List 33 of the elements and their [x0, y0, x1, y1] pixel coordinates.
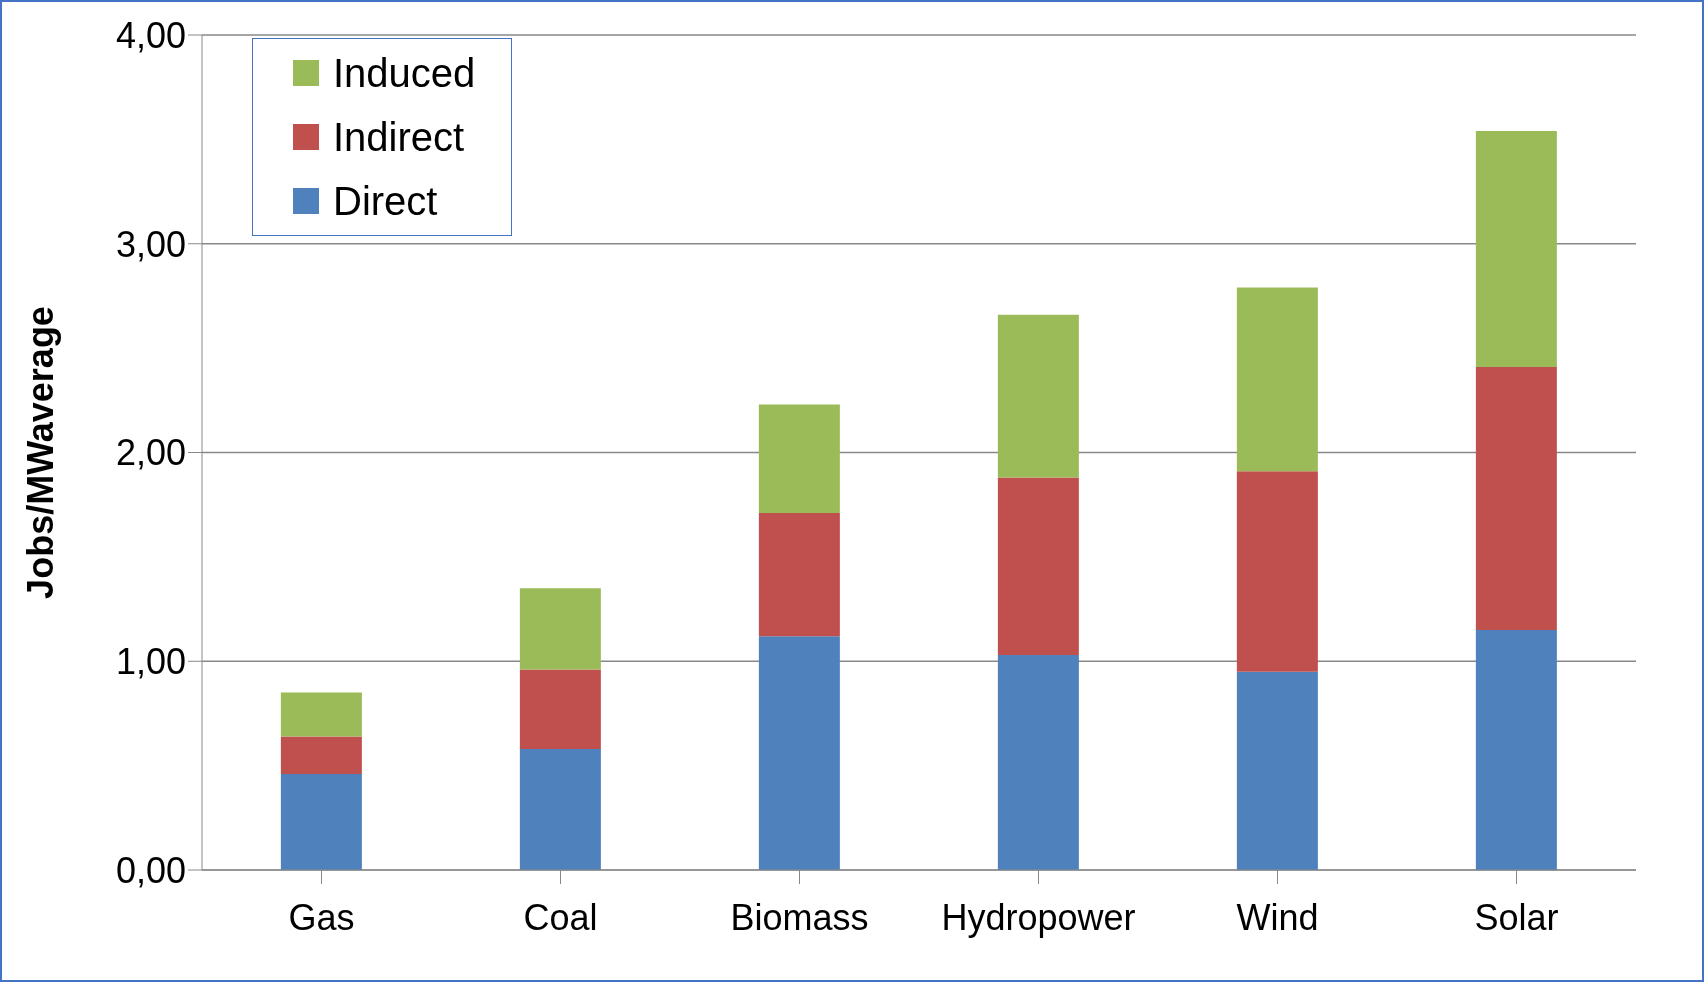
bar — [280, 692, 362, 737]
y-tick-label: 1,00 — [115, 641, 186, 683]
bar — [758, 404, 840, 514]
bar — [758, 513, 840, 637]
y-axis-title: Jobs/MWaverage — [19, 306, 61, 599]
x-tick-label: Hydropower — [941, 896, 1136, 938]
x-tick-label: Coal — [523, 896, 598, 938]
bar — [997, 654, 1079, 870]
x-tick-label: Solar — [1474, 896, 1559, 938]
x-tick-label: Gas — [288, 896, 355, 938]
legend-label: Induced — [333, 50, 476, 96]
bar — [280, 736, 362, 774]
y-tick-label: 0,00 — [115, 849, 186, 891]
bar — [758, 636, 840, 870]
legend-label: Indirect — [333, 114, 465, 160]
bar — [519, 588, 601, 670]
legend-label: Direct — [333, 178, 438, 224]
x-tick-label: Wind — [1236, 896, 1319, 938]
bar — [997, 314, 1079, 478]
bar — [997, 477, 1079, 655]
bar — [1475, 131, 1557, 367]
bar — [519, 748, 601, 870]
bar — [519, 669, 601, 749]
bar — [1236, 287, 1318, 472]
bar — [1475, 629, 1557, 870]
bar — [280, 773, 362, 870]
x-tick-label: Biomass — [730, 896, 869, 938]
bar — [1236, 671, 1318, 870]
bar — [1475, 366, 1557, 630]
bar — [1236, 471, 1318, 672]
y-tick-label: 2,00 — [115, 432, 186, 474]
y-tick-label: 4,00 — [115, 14, 186, 56]
y-tick-label: 3,00 — [115, 223, 186, 265]
